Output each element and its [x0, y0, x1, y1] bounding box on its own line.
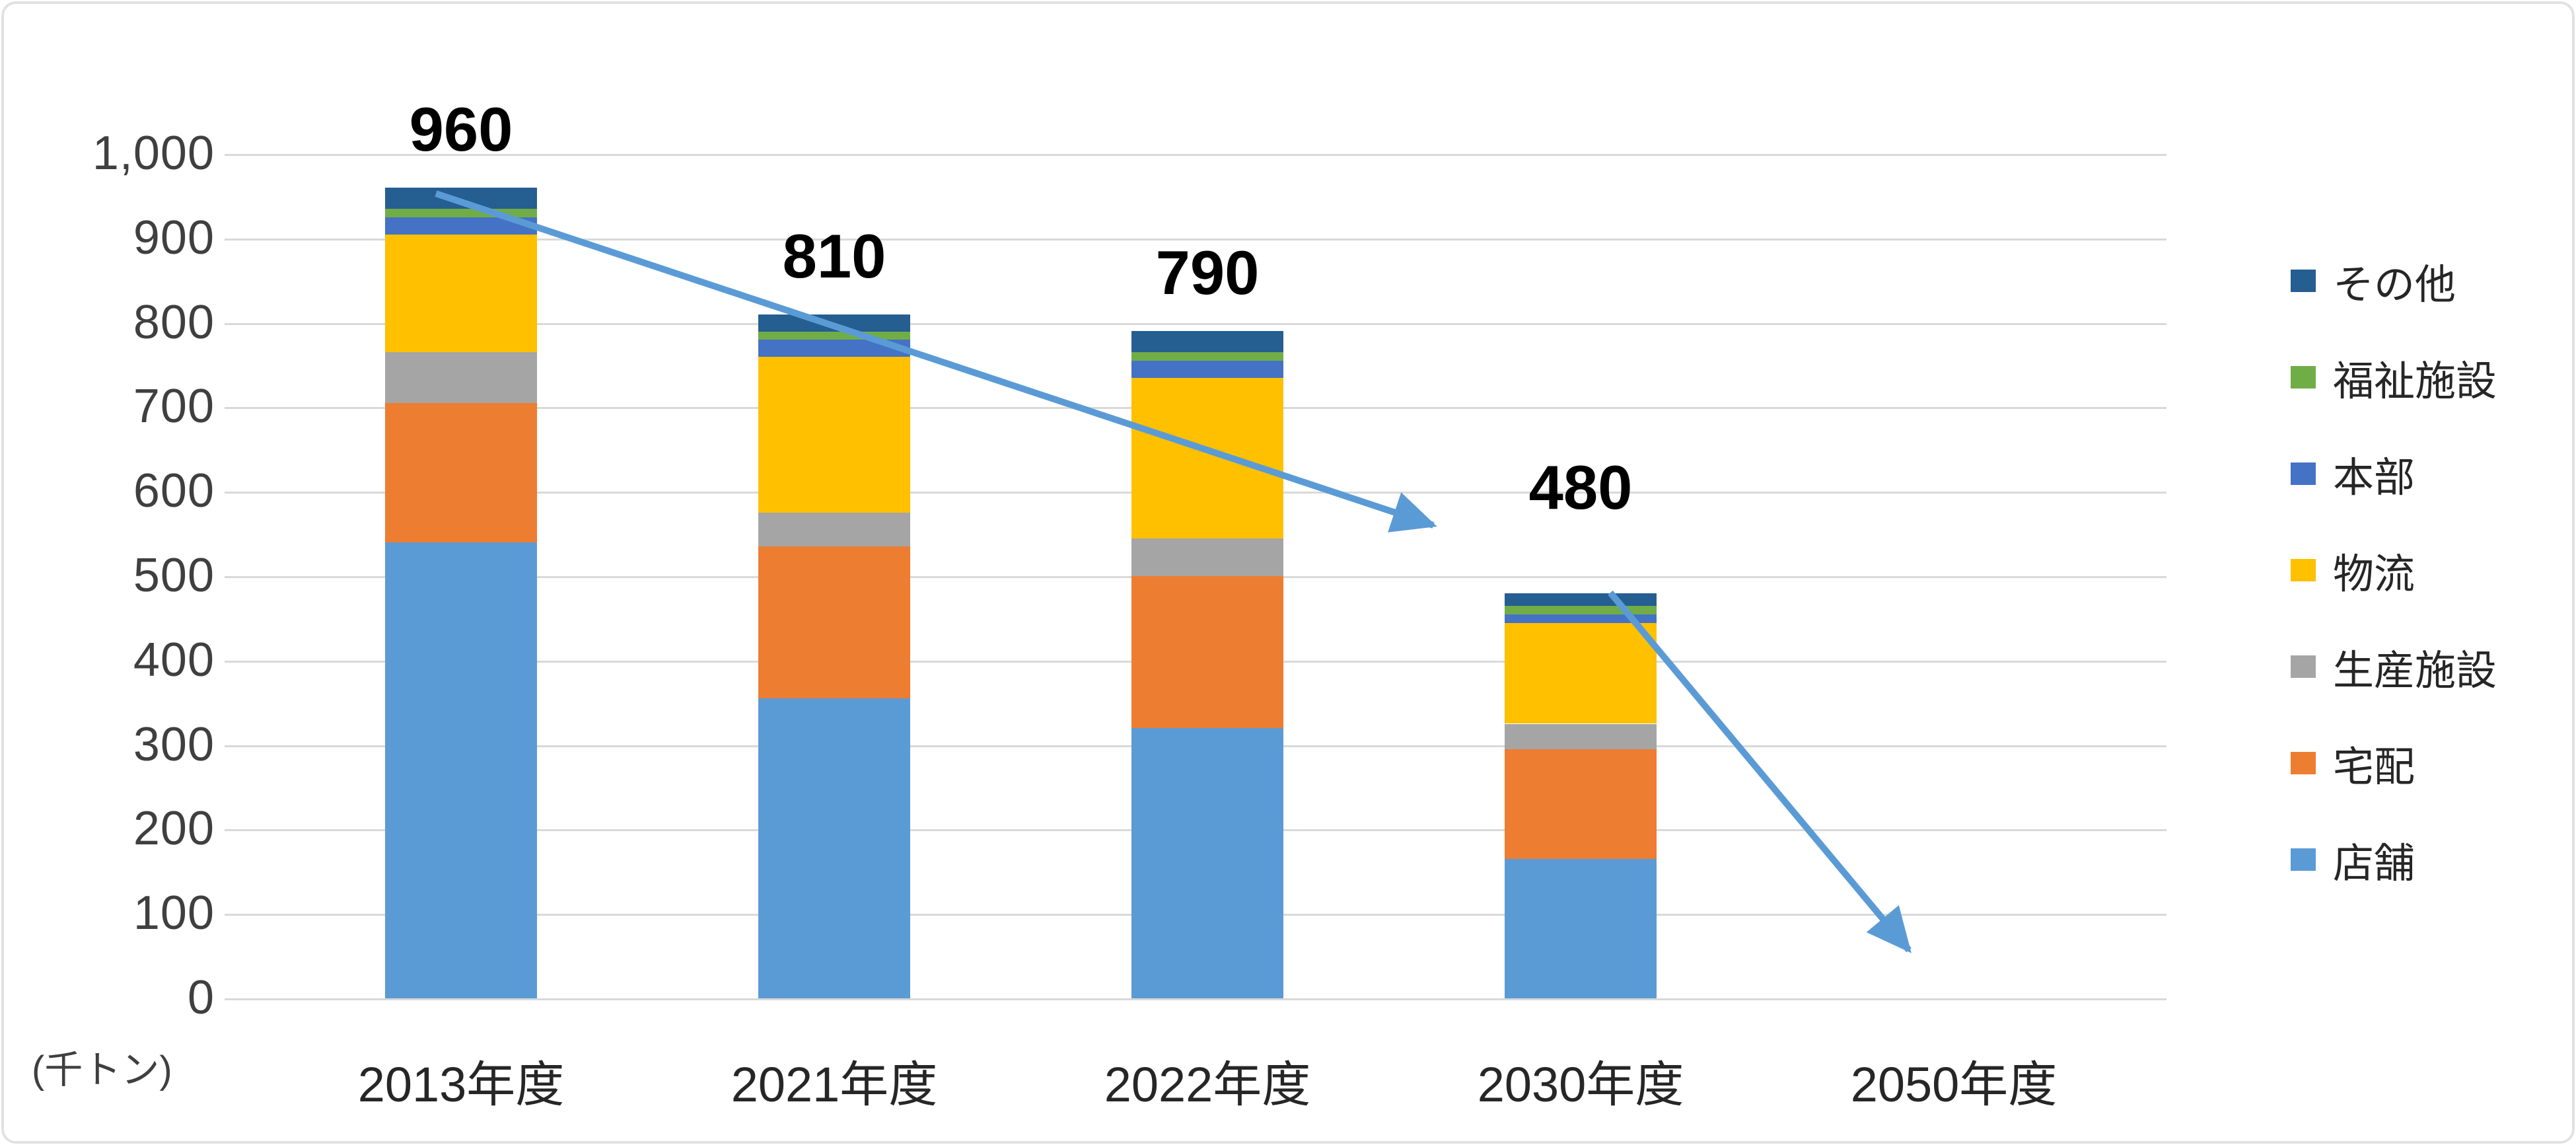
legend-swatch-icon	[2291, 655, 2316, 678]
bar-segment-福祉施設-2030年度	[1505, 606, 1657, 614]
bar-segment-宅配-2030年度	[1505, 749, 1657, 859]
legend-item-福祉施設: 福祉施設	[2291, 329, 2497, 425]
bar-segment-生産施設-2030年度	[1505, 724, 1657, 749]
legend-swatch-icon	[2291, 462, 2316, 485]
bar-segment-店舗-2021年度	[758, 698, 910, 998]
y-tick-label-400: 400	[133, 634, 215, 686]
bar-segment-物流-2013年度	[385, 234, 537, 352]
legend-item-店舗: 店舗	[2291, 811, 2497, 908]
legend-label: 店舗	[2333, 841, 2415, 887]
y-tick-label-700: 700	[133, 380, 215, 433]
legend-swatch-icon	[2291, 559, 2316, 581]
y-tick-label-100: 100	[133, 887, 215, 940]
legend-label: 生産施設	[2333, 648, 2497, 694]
y-tick-label-800: 800	[133, 296, 215, 349]
legend-label: 福祉施設	[2333, 359, 2497, 404]
bar-segment-本部-2022年度	[1131, 361, 1283, 378]
bar-segment-物流-2021年度	[758, 357, 910, 513]
total-label-2013年度: 960	[409, 94, 513, 164]
bar-segment-宅配-2013年度	[385, 403, 537, 542]
legend: その他福祉施設本部物流生産施設宅配店舗	[2291, 233, 2497, 908]
x-label-2013年度: 2013年度	[357, 1057, 565, 1112]
decline-arrow-2013-to-2030	[435, 190, 1437, 533]
gridline-1000	[225, 154, 2166, 156]
bar-segment-物流-2022年度	[1131, 378, 1283, 538]
gridline-0	[225, 998, 2166, 1000]
y-tick-label-300: 300	[133, 718, 215, 771]
x-label-2022年度: 2022年度	[1104, 1057, 1311, 1112]
total-label-2030年度: 480	[1528, 453, 1633, 522]
bar-segment-物流-2030年度	[1505, 622, 1657, 723]
y-tick-label-600: 600	[133, 464, 215, 517]
bar-segment-生産施設-2013年度	[385, 352, 537, 403]
decline-arrow-2030-to-2050	[1608, 590, 1912, 953]
bar-segment-店舗-2022年度	[1131, 728, 1283, 998]
legend-label: 本部	[2333, 455, 2415, 501]
total-label-2021年度: 810	[782, 221, 886, 291]
legend-item-宅配: 宅配	[2291, 715, 2497, 811]
legend-label: その他	[2333, 262, 2456, 308]
bar-segment-本部-2030年度	[1505, 614, 1657, 623]
total-label-2022年度: 790	[1155, 238, 1260, 307]
bar-segment-福祉施設-2022年度	[1131, 352, 1283, 361]
y-tick-label-0: 0	[187, 971, 215, 1024]
bar-segment-生産施設-2021年度	[758, 513, 910, 546]
bar-segment-店舗-2013年度	[385, 542, 537, 998]
legend-item-本部: 本部	[2291, 425, 2497, 522]
bar-segment-店舗-2030年度	[1505, 859, 1657, 998]
legend-label: 宅配	[2333, 745, 2415, 790]
legend-item-生産施設: 生産施設	[2291, 618, 2497, 715]
x-label-2030年度: 2030年度	[1477, 1057, 1684, 1112]
x-label-2021年度: 2021年度	[731, 1057, 938, 1112]
gridline-800	[225, 323, 2166, 325]
x-label-2050年度: 2050年度	[1850, 1057, 2057, 1112]
y-axis-unit-label: (千トン)	[32, 1049, 172, 1091]
legend-swatch-icon	[2291, 752, 2316, 774]
y-tick-label-1000: 1,000	[92, 127, 215, 180]
y-tick-label-500: 500	[133, 549, 215, 602]
gridline-900	[225, 239, 2166, 240]
legend-label: 物流	[2333, 552, 2415, 597]
bar-segment-宅配-2021年度	[758, 546, 910, 698]
legend-swatch-icon	[2291, 270, 2316, 292]
legend-swatch-icon	[2291, 848, 2316, 871]
bar-segment-宅配-2022年度	[1131, 576, 1283, 728]
bar-segment-その他-2022年度	[1131, 331, 1283, 352]
y-tick-label-900: 900	[133, 211, 215, 264]
y-tick-label-200: 200	[133, 802, 215, 855]
bar-segment-生産施設-2022年度	[1131, 538, 1283, 576]
legend-item-その他: その他	[2291, 233, 2497, 329]
legend-item-物流: 物流	[2291, 522, 2497, 618]
legend-swatch-icon	[2291, 366, 2316, 388]
